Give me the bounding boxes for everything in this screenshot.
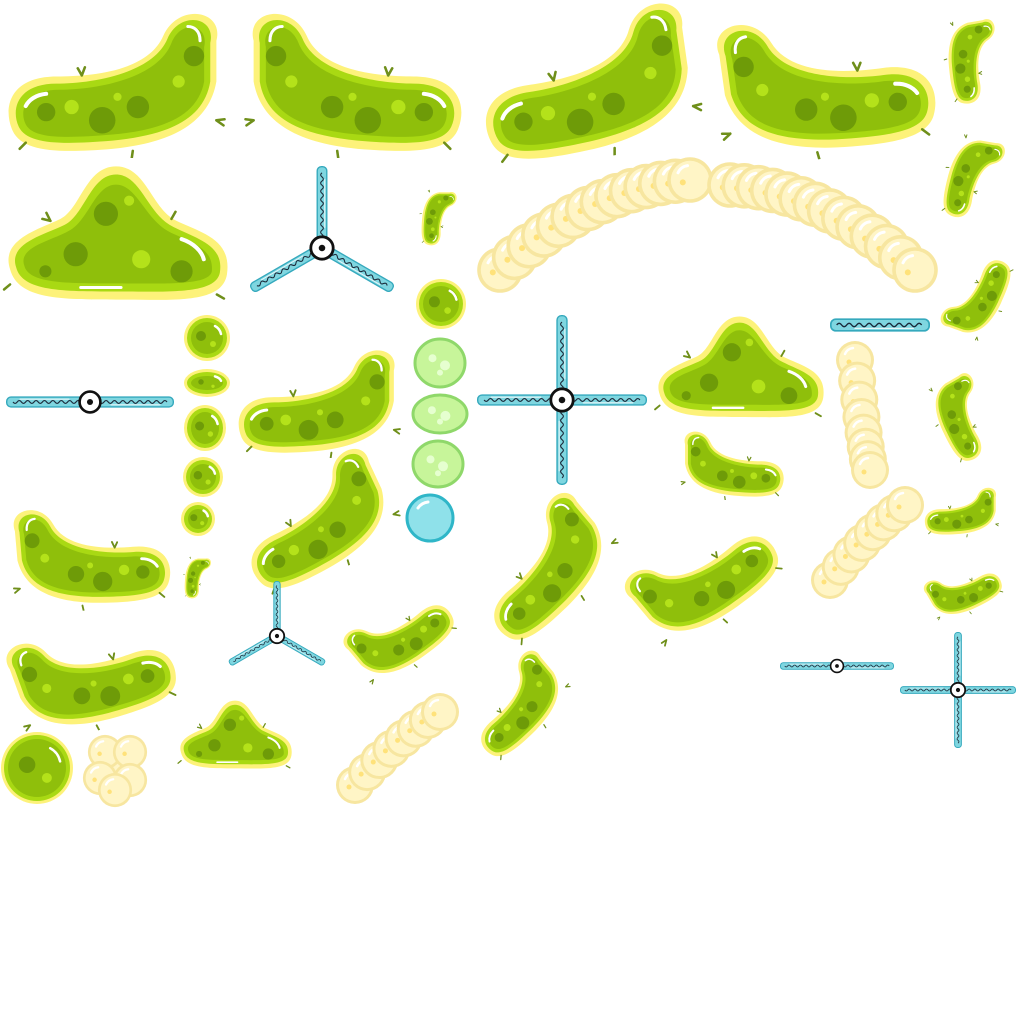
coccus-f [416,279,466,329]
bacteria-large-curved-c [473,0,707,172]
bacteria-small-vertical-b [936,130,1009,226]
tube-segment [830,317,930,333]
bacteria-medium-a [237,348,402,458]
bacteria-large-curved-a [9,14,225,158]
bubble-blue [405,493,455,543]
foam-chain-a [476,156,714,294]
bacteria-medium-g [452,642,583,769]
bacteria-small-vertical-c [935,246,1020,347]
spinner-bar-a [6,390,174,414]
coccus-g [1,732,73,804]
bacteria-large-curved-d [707,0,941,172]
bacteria-large-i [613,491,794,666]
spinner-three-arm-a [248,166,396,294]
bacteria-medium-e [0,595,188,756]
coccus-e [181,502,215,536]
bacteria-medium-d [5,496,175,618]
bacteria-triangular-b [653,314,826,419]
coccus-b [184,369,230,397]
bacteria-large-curved-b [245,14,461,158]
bacteria-small-vertical-a [936,13,1009,108]
vesicle-green-c [411,439,465,489]
foam-chain-d [810,485,925,600]
bacteria-small-vertical-d [916,366,1010,469]
vesicle-green-a [413,337,467,389]
bacteria-small-f [918,549,1009,631]
bacteria-large-h [454,482,635,657]
vesicle-green-b [411,393,469,435]
coccus-a [184,315,230,361]
foam-chain-b [706,161,939,294]
spinner-bar-b [780,658,894,674]
foam-chain-e [335,692,460,805]
spinner-four-arm-b [900,632,1016,748]
bacteria-small-e [923,486,1000,538]
bacteria-medium-b [222,440,412,605]
bacteria-rod-vertical-b [182,555,212,600]
bacteria-triangular-c [176,699,293,770]
bacteria-medium-f [335,572,465,698]
spinner-three-arm-b [227,581,327,667]
foam-chain-c [835,340,890,490]
bacteria-rod-vertical-a [418,188,459,247]
foam-cluster-f [82,734,148,808]
bacteria-triangular-a [4,166,227,299]
bacteria-medium-c [679,430,786,500]
spinner-four-arm-a [477,315,647,485]
coccus-c [184,405,226,451]
coccus-d [183,457,223,497]
